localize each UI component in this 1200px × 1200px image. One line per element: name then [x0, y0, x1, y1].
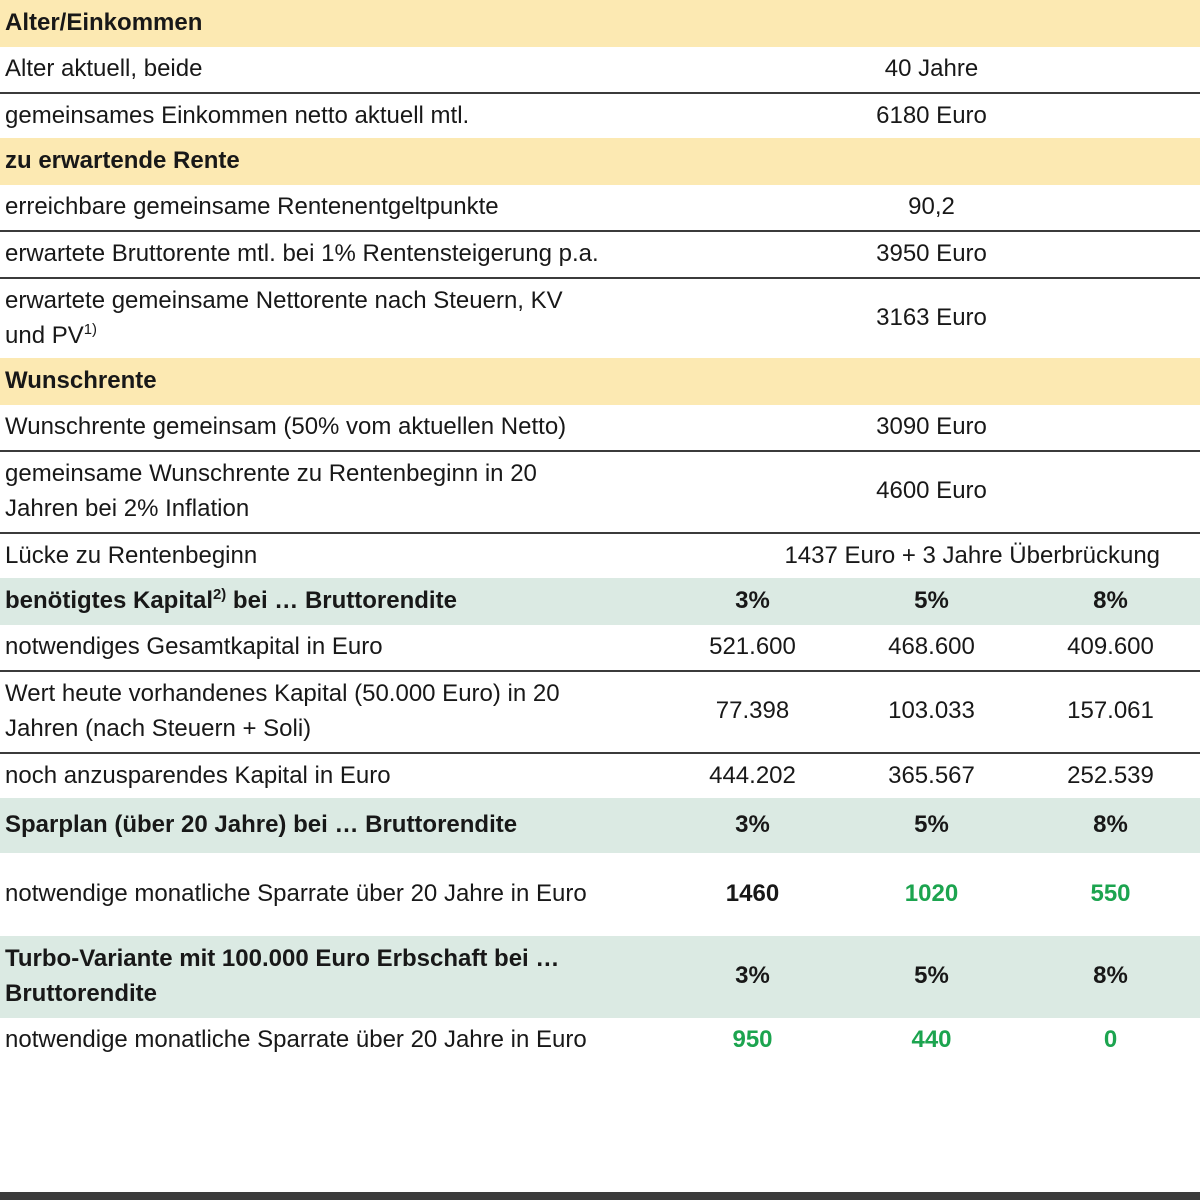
table-row: notwendige monatliche Sparrate über 20 J…: [0, 1018, 1200, 1063]
table-row: gemeinsames Einkommen netto aktuell mtl.…: [0, 93, 1200, 139]
table-row: noch anzusparendes Kapital in Euro 444.20…: [0, 753, 1200, 799]
column-header-3pct: 3%: [663, 578, 842, 626]
row-value: 157.061: [1021, 670, 1200, 754]
section-title: zu erwartende Rente: [0, 138, 1200, 186]
table-row: erwartete Bruttorente mtl. bei 1% Renten…: [0, 230, 1200, 279]
row-value: 4600 Euro: [663, 450, 1200, 534]
row-value: 468.600: [842, 625, 1021, 672]
label-text: Alter/Einkommen: [5, 9, 203, 36]
row-value: 3950 Euro: [663, 230, 1200, 279]
section-header-row: benötigtes Kapital2) bei … Bruttorendite…: [0, 578, 1200, 626]
row-label: Lücke zu Rentenbeginn: [0, 533, 663, 579]
section-title: benötigtes Kapital2) bei … Bruttorendite: [0, 578, 663, 626]
row-value: 90,2: [663, 185, 1200, 232]
column-header-8pct: 8%: [1021, 935, 1200, 1018]
table-row: gemeinsame Wunschrente zu Rentenbeginn i…: [0, 450, 1200, 534]
label-text: gemeinsame Wunschrente zu Rentenbeginn i…: [5, 459, 537, 522]
row-value: 103.033: [842, 670, 1021, 754]
row-label: Wunschrente gemeinsam (50% vom aktuellen…: [0, 405, 663, 452]
row-value: 40 Jahre: [663, 46, 1200, 94]
table-body: Alter/Einkommen Alter aktuell, beide 40 Ja…: [0, 0, 1200, 1063]
table-row: notwendiges Gesamtkapital in Euro 521.600…: [0, 625, 1200, 672]
section-header-row: Wunschrente: [0, 358, 1200, 406]
section-title: Sparplan (über 20 Jahre) bei … Bruttoren…: [0, 798, 663, 854]
column-header-8pct: 8%: [1021, 578, 1200, 626]
footnote-marker: 2): [213, 587, 227, 604]
row-label: erwartete Bruttorente mtl. bei 1% Renten…: [0, 230, 663, 279]
label-text: notwendige monatliche Sparrate über 20 J…: [5, 1025, 587, 1053]
column-header-5pct: 5%: [842, 578, 1021, 626]
table-row: erreichbare gemeinsame Rentenentgeltpunk…: [0, 185, 1200, 232]
row-value: 1460: [725, 880, 780, 908]
row-label: erwartete gemeinsame Nettorente nach Ste…: [0, 278, 663, 359]
label-text: zu erwartende Rente: [5, 147, 240, 175]
label-text: Lücke zu Rentenbeginn: [5, 541, 258, 569]
label-text: gemeinsames Einkommen netto aktuell mtl.: [5, 101, 470, 129]
section-title: Turbo-Variante mit 100.000 Euro Erbschaf…: [0, 935, 663, 1018]
bottom-border-bar: [0, 1192, 1200, 1200]
row-value: 3090 Euro: [663, 405, 1200, 452]
label-text: Sparplan (über 20 Jahre) bei … Bruttoren…: [5, 811, 518, 839]
column-header-5pct: 5%: [842, 935, 1021, 1018]
column-header-3pct: 3%: [663, 935, 842, 1018]
label-text: noch anzusparendes Kapital in Euro: [5, 761, 391, 789]
row-value: 3163 Euro: [876, 304, 987, 332]
row-value: 6180 Euro: [876, 101, 987, 129]
row-value: 444.202: [709, 761, 796, 789]
row-label: gemeinsames Einkommen netto aktuell mtl.: [0, 93, 663, 139]
row-label: gemeinsame Wunschrente zu Rentenbeginn i…: [0, 450, 663, 534]
footnote-marker: 1): [83, 321, 97, 338]
pension-planning-table: Alter/Einkommen Alter aktuell, beide 40 Ja…: [0, 0, 1200, 1063]
row-value: 521.600: [663, 625, 842, 672]
column-header-5pct: 5%: [842, 798, 1021, 854]
section-header-row: Sparplan (über 20 Jahre) bei … Bruttoren…: [0, 798, 1200, 854]
section-header-row: Alter/Einkommen: [0, 0, 1200, 47]
label-text: erwartete gemeinsame Nettorente nach Ste…: [5, 286, 563, 349]
label-text: erreichbare gemeinsame Rentenentgeltpunk…: [5, 193, 499, 221]
label-text: benötigtes Kapital: [5, 587, 214, 615]
label-text: Wunschrente gemeinsam (50% vom aktuellen…: [5, 413, 567, 441]
table-row: erwartete gemeinsame Nettorente nach Ste…: [0, 278, 1200, 359]
section-header-row: Turbo-Variante mit 100.000 Euro Erbschaf…: [0, 935, 1200, 1018]
row-label: notwendiges Gesamtkapital in Euro: [0, 625, 663, 672]
row-label: Wert heute vorhandenes Kapital (50.000 E…: [0, 670, 663, 754]
column-header-3pct: 3%: [663, 798, 842, 854]
row-label: erreichbare gemeinsame Rentenentgeltpunk…: [0, 185, 663, 232]
row-value: 1020: [904, 880, 959, 908]
label-text: Wert heute vorhandenes Kapital (50.000 E…: [5, 679, 560, 742]
label-text: erwartete Bruttorente mtl. bei 1% Renten…: [5, 239, 599, 267]
row-label: notwendige monatliche Sparrate über 20 J…: [0, 853, 663, 936]
label-text: notwendiges Gesamtkapital in Euro: [5, 633, 383, 661]
table-row: Wunschrente gemeinsam (50% vom aktuellen…: [0, 405, 1200, 452]
row-value: 409.600: [1021, 625, 1200, 672]
table-row: notwendige monatliche Sparrate über 20 J…: [0, 853, 1200, 936]
label-text: Alter aktuell, beide: [5, 54, 203, 82]
row-label: noch anzusparendes Kapital in Euro: [0, 753, 663, 799]
label-text: Wunschrente: [5, 367, 157, 395]
row-value: 77.398: [663, 670, 842, 754]
label-text: notwendige monatliche Sparrate über 20 J…: [5, 880, 587, 908]
row-label: Alter aktuell, beide: [0, 46, 663, 94]
section-title: Alter/Einkommen: [0, 0, 1200, 47]
row-value: 1437 Euro + 3 Jahre Überbrückung: [784, 541, 1161, 569]
row-label: notwendige monatliche Sparrate über 20 J…: [0, 1018, 663, 1063]
row-value: 950: [732, 1025, 773, 1053]
table-row: Lücke zu Rentenbeginn 1437 Euro + 3 Jahre…: [0, 533, 1200, 579]
label-text: Turbo-Variante mit 100.000 Euro Erbschaf…: [5, 944, 560, 1007]
table-row: Alter aktuell, beide 40 Jahre: [0, 46, 1200, 94]
row-value: 440: [911, 1025, 952, 1053]
column-header-8pct: 8%: [1021, 798, 1200, 854]
row-value: 0: [1103, 1025, 1118, 1053]
row-value: 365.567: [888, 761, 975, 789]
table-row: Wert heute vorhandenes Kapital (50.000 E…: [0, 670, 1200, 754]
row-value: 550: [1090, 880, 1131, 908]
row-value: 252.539: [1067, 761, 1154, 789]
section-header-row: zu erwartende Rente: [0, 138, 1200, 186]
section-title: Wunschrente: [0, 358, 1200, 406]
label-text-rest: bei … Bruttorendite: [226, 587, 457, 615]
